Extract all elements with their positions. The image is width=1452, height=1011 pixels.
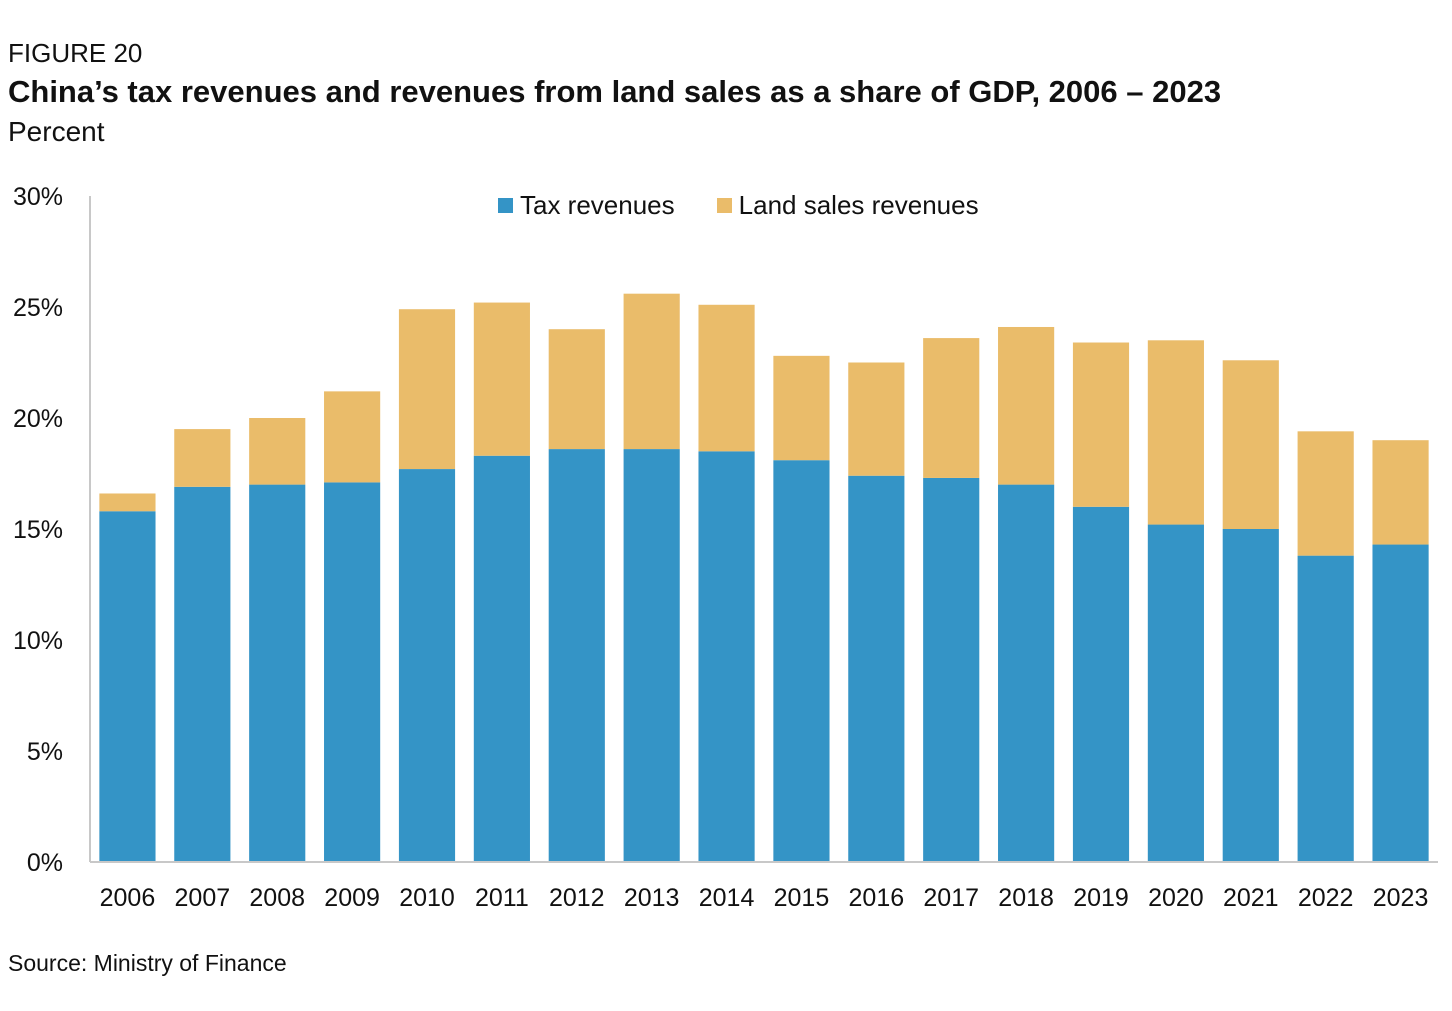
y-tick-label: 10% [13, 627, 63, 655]
bars-group [99, 293, 1429, 862]
x-tick-label: 2023 [1373, 884, 1429, 912]
y-tick-label: 0% [27, 849, 63, 877]
x-tick-label: 2012 [549, 884, 605, 912]
bar-land-2016 [848, 362, 905, 476]
source-note: Source: Ministry of Finance [8, 950, 287, 976]
bar-tax-2009 [324, 482, 381, 862]
bar-tax-2010 [398, 469, 456, 862]
bar-land-2010 [398, 309, 456, 470]
legend-label-land: Land sales revenues [738, 190, 979, 220]
bar-tax-2013 [623, 449, 680, 862]
bar-land-2011 [473, 302, 530, 456]
bar-land-2014 [698, 304, 755, 452]
bar-land-2023 [1372, 440, 1429, 545]
bar-tax-2015 [773, 460, 830, 862]
y-tick-label: 15% [13, 516, 63, 544]
bar-land-2017 [923, 338, 980, 478]
bar-tax-2016 [848, 475, 905, 862]
bar-tax-2021 [1222, 529, 1279, 862]
y-tick-label: 5% [27, 738, 63, 766]
y-tick-label: 20% [13, 405, 63, 433]
x-tick-label: 2011 [475, 884, 529, 912]
legend-swatch-land [716, 198, 732, 213]
x-tick-label: 2016 [849, 884, 905, 912]
legend-item-land: Land sales revenues [716, 190, 979, 221]
bar-land-2020 [1147, 340, 1204, 525]
bar-tax-2011 [473, 455, 530, 862]
x-tick-label: 2017 [923, 884, 979, 912]
x-tick-label: 2015 [774, 884, 830, 912]
bar-tax-2023 [1372, 544, 1429, 862]
stacked-bar-chart: 0% 5% 10% 15% 20% 25% 30% 2006 2007 2008 2009 2010… [13, 183, 1438, 912]
bar-land-2018 [998, 326, 1055, 485]
bar-tax-2020 [1147, 524, 1204, 862]
legend-item-tax: Tax revenues [498, 190, 675, 221]
bar-tax-2008 [249, 484, 306, 862]
y-tick-label: 25% [13, 294, 63, 322]
x-tick-label: 2013 [624, 884, 680, 912]
chart-subtitle: Percent [8, 116, 105, 147]
bar-tax-2012 [548, 449, 605, 862]
x-tick-label: 2022 [1298, 884, 1354, 912]
x-tick-label: 2014 [699, 884, 755, 912]
chart-title: China’s tax revenues and revenues from l… [8, 74, 1222, 109]
bar-tax-2022 [1297, 555, 1354, 862]
bar-land-2008 [249, 418, 306, 485]
bar-tax-2006 [99, 511, 156, 862]
bar-land-2009 [324, 391, 381, 483]
bar-tax-2019 [1072, 506, 1130, 862]
bar-tax-2007 [174, 486, 231, 862]
bar-land-2021 [1222, 360, 1279, 529]
bar-land-2022 [1297, 431, 1354, 556]
bar-tax-2018 [998, 484, 1055, 862]
x-tick-label: 2008 [249, 884, 305, 912]
x-axis-ticks: 2006 2007 2008 2009 2010 2011 2012 2013 2014 2015… [100, 884, 1429, 912]
x-tick-label: 2007 [175, 884, 231, 912]
bar-land-2012 [548, 329, 605, 450]
x-tick-label: 2018 [998, 884, 1054, 912]
bar-land-2015 [773, 355, 830, 461]
x-tick-label: 2010 [399, 884, 455, 912]
x-tick-label: 2021 [1223, 884, 1279, 912]
x-tick-label: 2020 [1148, 884, 1204, 912]
bar-tax-2017 [923, 477, 980, 862]
bar-land-2019 [1072, 342, 1130, 507]
bar-land-2007 [174, 429, 231, 487]
x-tick-label: 2019 [1073, 884, 1129, 912]
bar-land-2006 [99, 493, 156, 512]
y-tick-label: 30% [13, 183, 63, 211]
y-axis-ticks: 0% 5% 10% 15% 20% 25% 30% [13, 183, 63, 877]
x-tick-label: 2006 [100, 884, 156, 912]
legend-swatch-tax [498, 198, 513, 213]
legend: Tax revenues Land sales revenues [498, 190, 1021, 221]
bar-tax-2014 [698, 451, 755, 862]
legend-label-tax: Tax revenues [520, 190, 675, 220]
bar-land-2013 [623, 293, 680, 450]
figure-label: FIGURE 20 [8, 38, 143, 68]
x-tick-label: 2009 [324, 884, 380, 912]
